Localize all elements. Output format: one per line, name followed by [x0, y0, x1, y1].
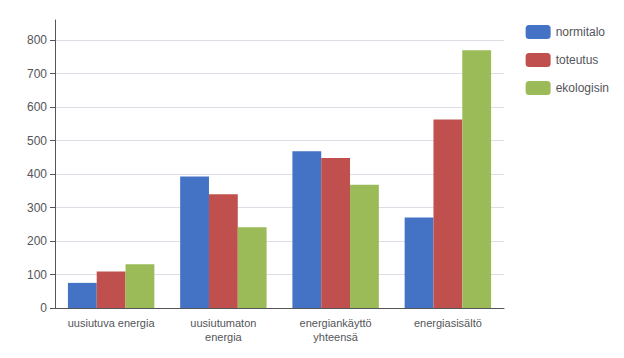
svg-text:0: 0	[40, 301, 47, 315]
svg-text:400: 400	[27, 167, 47, 181]
svg-text:600: 600	[27, 100, 47, 114]
svg-text:200: 200	[27, 234, 47, 248]
svg-text:energiasisältö: energiasisältö	[414, 317, 482, 329]
svg-text:toteutus: toteutus	[556, 53, 599, 67]
svg-text:uusiutuva energia: uusiutuva energia	[68, 317, 156, 329]
svg-text:uusiutumaton: uusiutumaton	[190, 317, 256, 329]
svg-text:800: 800	[27, 33, 47, 47]
svg-text:energia: energia	[205, 331, 243, 343]
svg-text:500: 500	[27, 134, 47, 148]
svg-text:700: 700	[27, 67, 47, 81]
svg-text:normitalo: normitalo	[556, 25, 606, 39]
svg-text:ekologisin: ekologisin	[556, 81, 609, 95]
svg-text:300: 300	[27, 201, 47, 215]
svg-text:100: 100	[27, 268, 47, 282]
svg-text:energiankäyttö: energiankäyttö	[300, 317, 372, 329]
svg-text:yhteensä: yhteensä	[313, 331, 359, 343]
